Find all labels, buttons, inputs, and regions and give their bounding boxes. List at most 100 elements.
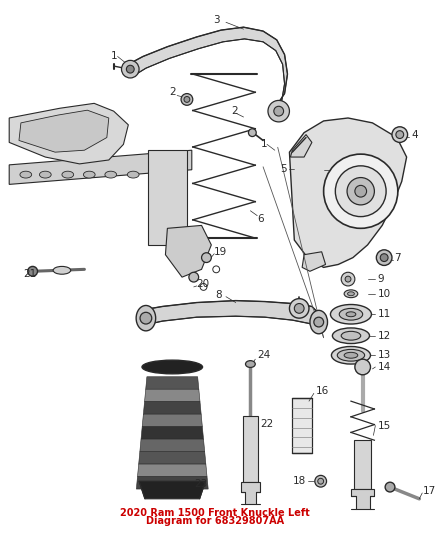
Text: 16: 16	[316, 386, 329, 397]
Text: 4: 4	[411, 130, 418, 140]
Circle shape	[318, 478, 324, 484]
Circle shape	[294, 303, 304, 313]
Text: 13: 13	[377, 350, 391, 360]
Polygon shape	[293, 398, 312, 453]
Text: 21: 21	[23, 269, 36, 279]
Text: 9: 9	[377, 274, 384, 284]
Text: Diagram for 68329807AA: Diagram for 68329807AA	[146, 516, 284, 526]
Polygon shape	[166, 225, 211, 277]
Circle shape	[380, 254, 388, 262]
Text: 6: 6	[257, 214, 264, 223]
Circle shape	[28, 266, 38, 276]
Ellipse shape	[330, 304, 371, 324]
Polygon shape	[145, 389, 200, 402]
Ellipse shape	[344, 352, 358, 358]
Text: 17: 17	[423, 486, 437, 496]
Polygon shape	[139, 451, 206, 464]
Polygon shape	[148, 150, 187, 245]
Polygon shape	[146, 377, 199, 389]
Polygon shape	[142, 414, 202, 426]
Circle shape	[355, 185, 367, 197]
Circle shape	[376, 250, 392, 265]
Text: 1: 1	[111, 52, 117, 61]
Circle shape	[268, 100, 290, 122]
Circle shape	[121, 60, 139, 78]
Ellipse shape	[246, 361, 255, 367]
Circle shape	[392, 127, 408, 142]
Circle shape	[355, 359, 371, 375]
Circle shape	[213, 266, 219, 273]
Ellipse shape	[105, 171, 117, 178]
Ellipse shape	[341, 332, 361, 340]
Polygon shape	[140, 439, 205, 451]
Ellipse shape	[142, 360, 202, 374]
Ellipse shape	[344, 290, 358, 297]
Circle shape	[341, 272, 355, 286]
Text: 18: 18	[293, 476, 306, 486]
Text: 10: 10	[377, 289, 390, 299]
Polygon shape	[302, 252, 325, 271]
Text: 23: 23	[195, 479, 208, 489]
Ellipse shape	[337, 350, 364, 361]
Polygon shape	[128, 27, 287, 115]
Circle shape	[315, 475, 327, 487]
Text: 2020 Ram 1500 Front Knuckle Left: 2020 Ram 1500 Front Knuckle Left	[120, 508, 310, 519]
Polygon shape	[243, 416, 258, 482]
Text: 20: 20	[197, 279, 210, 289]
Text: 7: 7	[394, 253, 400, 263]
Ellipse shape	[347, 292, 354, 296]
Ellipse shape	[346, 312, 356, 317]
Text: 15: 15	[377, 421, 391, 431]
Ellipse shape	[332, 328, 370, 344]
Text: 19: 19	[214, 247, 227, 257]
Circle shape	[396, 131, 404, 139]
Text: 22: 22	[260, 418, 273, 429]
Text: 1: 1	[261, 139, 268, 149]
Text: 2: 2	[169, 87, 176, 96]
Circle shape	[336, 166, 386, 216]
Circle shape	[385, 482, 395, 492]
Polygon shape	[9, 103, 128, 164]
Circle shape	[189, 272, 198, 282]
Polygon shape	[351, 489, 374, 508]
Polygon shape	[19, 110, 109, 152]
Text: 24: 24	[257, 350, 271, 360]
Circle shape	[274, 106, 283, 116]
Text: 5: 5	[280, 164, 286, 174]
Circle shape	[127, 65, 134, 73]
Ellipse shape	[53, 266, 71, 274]
Polygon shape	[9, 150, 192, 184]
Circle shape	[314, 317, 324, 327]
Polygon shape	[240, 482, 260, 504]
Text: 11: 11	[377, 309, 391, 319]
Circle shape	[201, 253, 211, 263]
Polygon shape	[138, 464, 207, 477]
Polygon shape	[140, 301, 319, 332]
Circle shape	[324, 154, 398, 228]
Ellipse shape	[83, 171, 95, 178]
Circle shape	[347, 177, 374, 205]
Circle shape	[140, 312, 152, 324]
Ellipse shape	[310, 310, 328, 334]
Polygon shape	[290, 118, 406, 268]
Circle shape	[181, 94, 193, 106]
Ellipse shape	[127, 171, 139, 178]
Polygon shape	[139, 481, 205, 499]
Circle shape	[184, 96, 190, 102]
Polygon shape	[143, 402, 201, 414]
Ellipse shape	[339, 309, 363, 320]
Polygon shape	[141, 426, 204, 439]
Text: 2: 2	[231, 106, 237, 116]
Ellipse shape	[332, 346, 371, 364]
Polygon shape	[136, 477, 208, 489]
Text: 3: 3	[213, 15, 219, 26]
Circle shape	[248, 129, 256, 136]
Text: 14: 14	[377, 362, 391, 372]
Text: 12: 12	[377, 331, 391, 341]
Ellipse shape	[62, 171, 74, 178]
Ellipse shape	[20, 171, 32, 178]
Circle shape	[290, 298, 309, 318]
Polygon shape	[290, 135, 312, 157]
Ellipse shape	[136, 305, 155, 331]
Polygon shape	[354, 440, 371, 489]
